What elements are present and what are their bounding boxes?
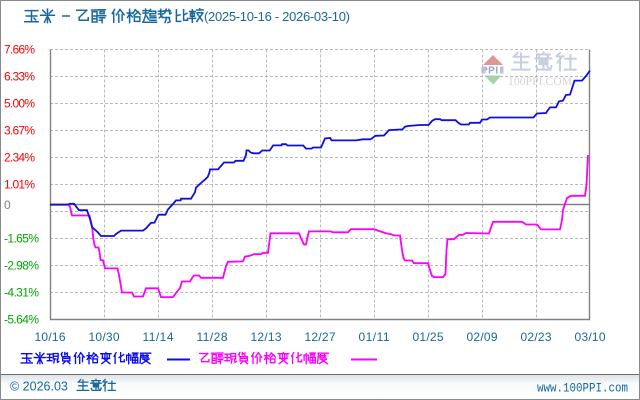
svg-text:12/27: 12/27 [305, 330, 336, 344]
svg-text:0: 0 [4, 198, 11, 212]
svg-text:12/13: 12/13 [251, 330, 282, 344]
svg-text:100PPI.COM: 100PPI.COM [508, 76, 572, 88]
svg-text:-2.98%: -2.98% [4, 259, 39, 273]
svg-text:10/16: 10/16 [35, 330, 66, 344]
svg-text:11/28: 11/28 [197, 330, 228, 344]
svg-text:-5.64%: -5.64% [4, 313, 39, 327]
svg-text:PPI: PPI [481, 66, 499, 77]
svg-text:01/25: 01/25 [413, 330, 444, 344]
svg-text:10/30: 10/30 [89, 330, 120, 344]
svg-text:5.00%: 5.00% [4, 97, 35, 111]
svg-text:7.66%: 7.66% [4, 43, 35, 57]
svg-text:-1.65%: -1.65% [4, 232, 39, 246]
svg-text:(2025-10-16 - 2026-03-10): (2025-10-16 - 2026-03-10) [204, 9, 350, 24]
svg-text:02/23: 02/23 [521, 330, 552, 344]
svg-text:03/10: 03/10 [575, 330, 606, 344]
svg-text:01/11: 01/11 [359, 330, 390, 344]
svg-text:02/09: 02/09 [467, 330, 498, 344]
svg-text:6.33%: 6.33% [4, 70, 35, 84]
svg-text:11/14: 11/14 [143, 330, 174, 344]
svg-text:2.34%: 2.34% [4, 151, 35, 165]
svg-text:3.67%: 3.67% [4, 124, 35, 138]
svg-text:www.100PPI.com: www.100PPI.com [537, 382, 628, 396]
svg-text:1.01%: 1.01% [4, 178, 35, 192]
svg-text:© 2026.03: © 2026.03 [10, 380, 68, 394]
svg-text:-4.31%: -4.31% [4, 286, 39, 300]
